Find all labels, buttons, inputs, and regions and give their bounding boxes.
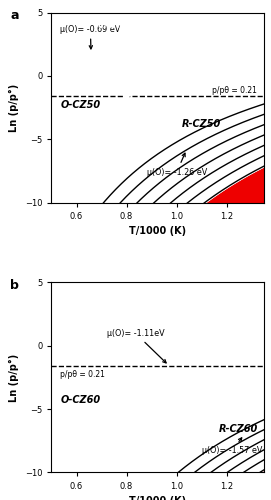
Text: O-CZ60: O-CZ60 — [60, 395, 100, 405]
Text: R-CZ60: R-CZ60 — [219, 424, 259, 434]
Text: 62.5%: 62.5% — [161, 16, 187, 24]
Text: μ(O)= -1.57 eV: μ(O)= -1.57 eV — [202, 438, 262, 456]
Text: p/pθ = 0.21: p/pθ = 0.21 — [212, 86, 257, 94]
Text: 75%: 75% — [133, 16, 151, 24]
Text: b: b — [10, 278, 19, 291]
Text: 83.3%: 83.3% — [193, 288, 220, 297]
Text: R-CZ50: R-CZ50 — [182, 118, 221, 128]
Text: p/pθ = 0.21: p/pθ = 0.21 — [60, 370, 105, 380]
X-axis label: T/1000 (K): T/1000 (K) — [129, 496, 186, 500]
Y-axis label: Ln (p/p°): Ln (p/p°) — [9, 354, 20, 402]
Text: μ(O)= -1.26 eV: μ(O)= -1.26 eV — [147, 153, 207, 176]
Text: 33.3%: 33.3% — [231, 383, 257, 392]
Text: 37.5%: 37.5% — [219, 16, 245, 24]
Text: μ(O)= -0.69 eV: μ(O)= -0.69 eV — [60, 24, 121, 49]
Y-axis label: Ln (p/p°): Ln (p/p°) — [9, 84, 20, 132]
Text: μ(O)= -1.11eV: μ(O)= -1.11eV — [107, 328, 166, 363]
X-axis label: T/1000 (K): T/1000 (K) — [129, 226, 186, 236]
Text: 87.5%: 87.5% — [97, 20, 124, 30]
Text: a: a — [10, 8, 18, 22]
Text: 66.7%: 66.7% — [216, 320, 242, 329]
Text: 50%: 50% — [193, 31, 211, 40]
Text: 50%: 50% — [238, 332, 256, 342]
Text: O-CZ50: O-CZ50 — [60, 100, 100, 110]
